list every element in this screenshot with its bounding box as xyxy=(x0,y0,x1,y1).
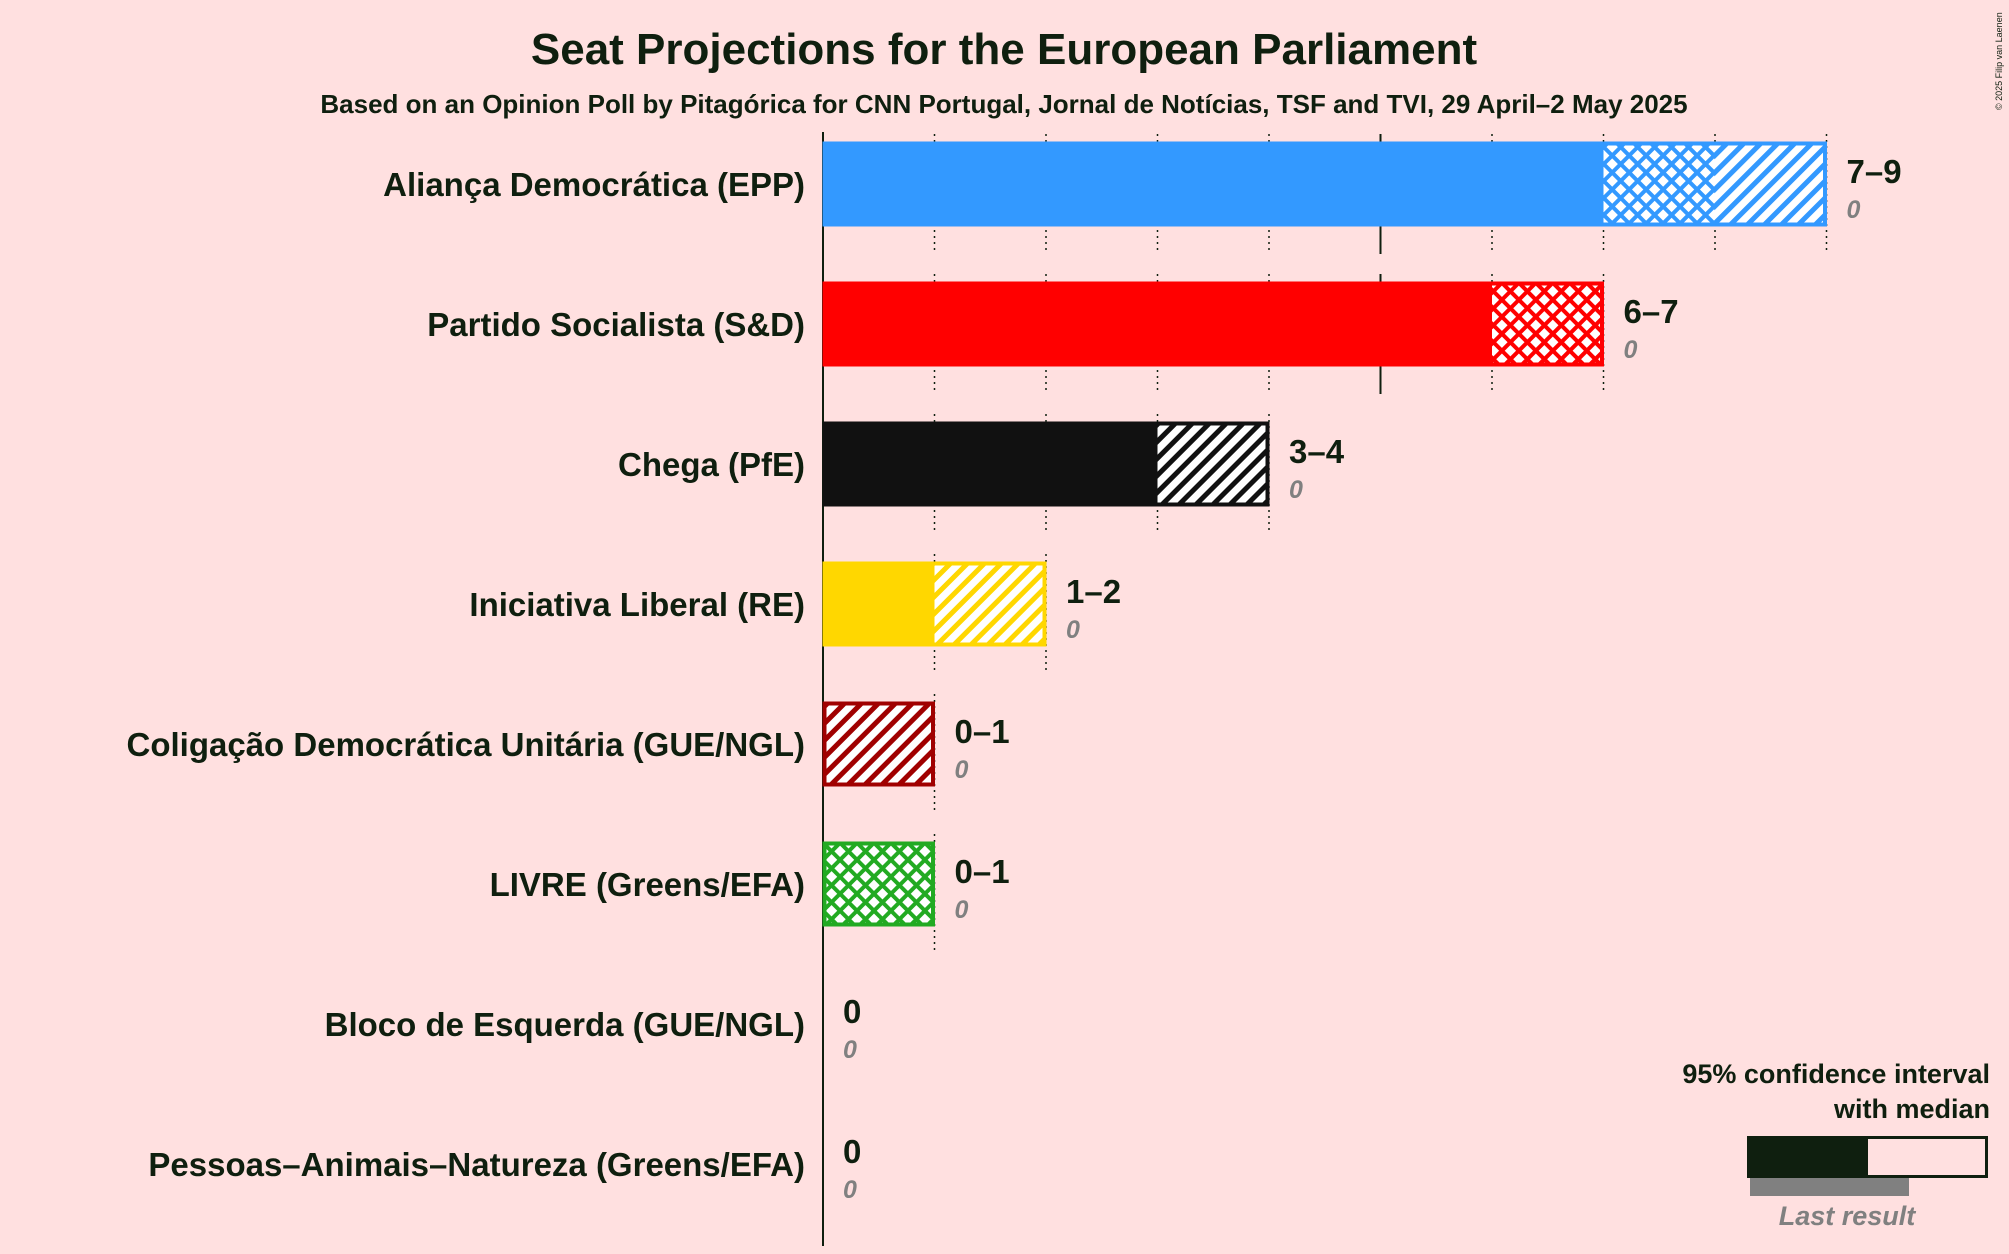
party-label: Chega (PfE) xyxy=(618,446,805,483)
last-result-label: 0 xyxy=(1289,476,1303,504)
party-label: Coligação Democrática Unitária (GUE/NGL) xyxy=(127,726,805,763)
legend-diag xyxy=(1948,1136,1988,1178)
bar-ci-lower xyxy=(1492,282,1604,366)
bars xyxy=(822,141,1827,927)
last-result-label: 0 xyxy=(1066,616,1080,644)
party-label: Partido Socialista (S&D) xyxy=(427,306,805,343)
bar-ci-lower xyxy=(823,842,935,926)
bar-outline xyxy=(822,141,1827,227)
party-label: LIVRE (Greens/EFA) xyxy=(490,866,805,903)
bar-solid xyxy=(823,422,1158,506)
legend: 95% confidence interval with median Last… xyxy=(1682,1059,1990,1231)
legend-line2: with median xyxy=(1833,1094,1990,1124)
labels: Aliança Democrática (EPP) 7–9 0 Partido Soc… xyxy=(127,153,1902,1204)
range-label: 6–7 xyxy=(1624,293,1679,330)
legend-last-bar xyxy=(1750,1178,1909,1196)
bar-outline xyxy=(822,281,1604,367)
range-label: 0 xyxy=(843,1133,861,1170)
bar-outline xyxy=(822,561,1047,647)
bar-outline xyxy=(822,701,935,787)
party-label: Aliança Democrática (EPP) xyxy=(383,166,805,203)
copyright-note: © 2025 Filip van Laenen xyxy=(1994,12,2004,110)
party-label: Bloco de Esquerda (GUE/NGL) xyxy=(325,1006,805,1043)
last-result-label: 0 xyxy=(1847,196,1861,224)
bar-ci-lower xyxy=(1603,142,1715,226)
chart-subtitle: Based on an Opinion Poll by Pitagórica f… xyxy=(320,89,1687,119)
bar-ci-upper xyxy=(934,562,1046,646)
bar-outline xyxy=(822,841,935,927)
bar-ci-upper xyxy=(823,702,935,786)
bar-ci-upper xyxy=(1715,142,1827,226)
legend-solid xyxy=(1747,1136,1868,1178)
party-label: Iniciativa Liberal (RE) xyxy=(469,586,805,623)
last-result-label: 0 xyxy=(843,1036,857,1064)
bar-solid xyxy=(823,142,1604,226)
range-label: 0–1 xyxy=(955,713,1010,750)
legend-outline xyxy=(1747,1136,1988,1178)
bar-ci-upper xyxy=(1157,422,1269,506)
last-result-label: 0 xyxy=(955,896,969,924)
range-label: 0–1 xyxy=(955,853,1010,890)
range-label: 3–4 xyxy=(1289,433,1345,470)
chart-title: Seat Projections for the European Parlia… xyxy=(531,25,1478,74)
legend-last-result: Last result xyxy=(1779,1201,1917,1231)
legend-swatch xyxy=(1747,1136,1988,1196)
last-result-label: 0 xyxy=(1624,336,1638,364)
party-label: Pessoas–Animais–Natureza (Greens/EFA) xyxy=(148,1146,805,1183)
bar-solid xyxy=(823,562,935,646)
bar-solid xyxy=(823,282,1492,366)
bar-outline xyxy=(822,421,1270,507)
range-label: 0 xyxy=(843,993,861,1030)
legend-line1: 95% confidence interval xyxy=(1682,1059,1990,1089)
legend-cross xyxy=(1868,1136,1948,1178)
last-result-label: 0 xyxy=(955,756,969,784)
range-label: 1–2 xyxy=(1066,573,1121,610)
range-label: 7–9 xyxy=(1847,153,1902,190)
last-result-label: 0 xyxy=(843,1176,857,1204)
